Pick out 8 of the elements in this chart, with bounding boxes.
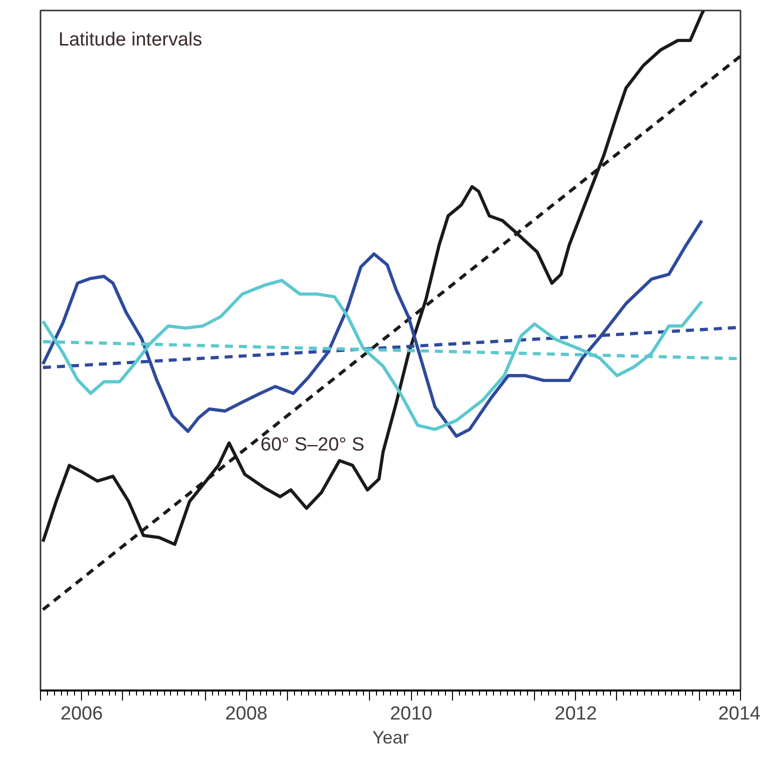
x-tick-label: 2008 [225,704,268,724]
x-tick-label: 2010 [390,704,432,724]
x-tick-label: 2006 [60,704,103,724]
x-axis-title: Year [372,728,409,748]
annotation: Latitude intervals [58,30,202,50]
x-tick-label: 2014 [718,704,761,724]
annotation: 60° S–20° S [260,434,364,456]
x-tick-label: 2012 [554,704,597,724]
